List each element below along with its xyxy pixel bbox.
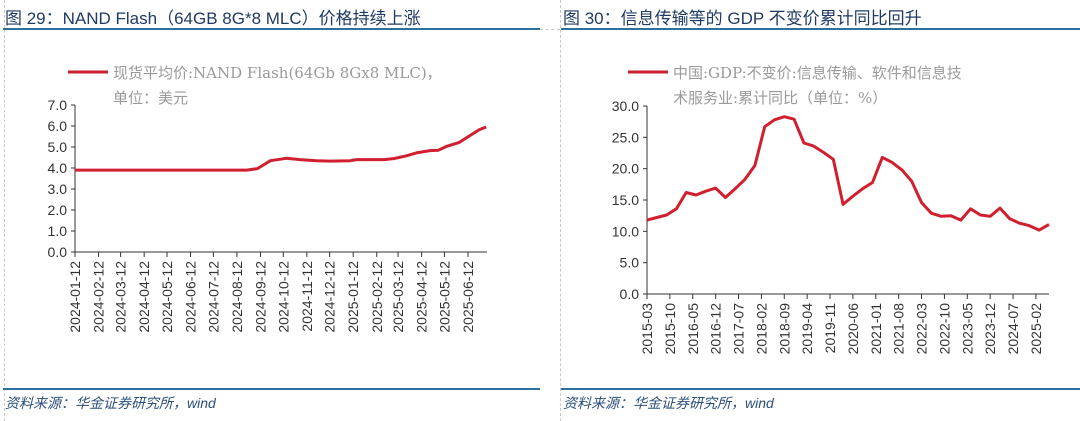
legend-label: 现货平均价:NAND Flash(64Gb 8Gx8 MLC)，	[113, 64, 442, 82]
x-tick-label: 2022-10	[936, 303, 952, 355]
x-tick-label: 2021-08	[891, 303, 907, 355]
x-tick-label: 2024-11-12	[299, 261, 315, 332]
x-tick-label: 2025-01-12	[345, 261, 361, 333]
x-tick-label: 2024-03-12	[113, 261, 129, 333]
x-tick-label: 2025-06-12	[460, 261, 476, 333]
right-title-rule	[561, 28, 1080, 30]
y-tick-label: 15.0	[612, 192, 639, 208]
series-line	[646, 115, 1050, 232]
legend-label: 中国:GDP:不变价:信息传输、软件和信息技	[673, 64, 962, 82]
right-source: 资料来源：华金证券研究所，wind	[563, 395, 774, 411]
y-tick-label: 5.0	[48, 139, 68, 155]
x-tick-label: 2025-05-12	[436, 261, 452, 333]
x-tick-label: 2018-09	[776, 303, 792, 355]
x-tick-label: 2018-02	[753, 303, 769, 355]
x-tick-label: 2021-01	[868, 303, 884, 355]
x-tick-label: 2024-05-12	[159, 261, 175, 333]
y-tick-label: 10.0	[612, 223, 639, 239]
x-tick-label: 2024-09-12	[252, 261, 268, 333]
left-footer-rule	[3, 388, 540, 390]
x-tick-label: 2024-07-12	[205, 261, 221, 333]
y-tick-label: 30.0	[612, 98, 639, 114]
panel-divider	[560, 0, 561, 421]
x-tick-label: 2016-05	[685, 303, 701, 355]
y-tick-label: 1.0	[48, 223, 68, 239]
panel-divider	[4, 0, 5, 421]
left-title-rule	[3, 28, 540, 30]
x-tick-label: 2023-05	[959, 303, 975, 355]
y-tick-label: 4.0	[48, 160, 68, 176]
left-chart-title: 图 29：NAND Flash（64GB 8G*8 MLC）价格持续上涨	[5, 9, 421, 28]
y-tick-label: 0.0	[48, 244, 68, 260]
x-tick-label: 2016-12	[708, 303, 724, 355]
legend-label: 术服务业:累计同比（单位：%）	[673, 89, 887, 107]
x-tick-label: 2022-03	[914, 303, 930, 355]
x-tick-label: 2025-04-12	[414, 261, 430, 333]
x-tick-label: 2024-04-12	[136, 261, 152, 333]
x-tick-label: 2020-06	[845, 303, 861, 355]
panel-divider	[540, 29, 560, 30]
series-line	[75, 125, 487, 172]
x-tick-label: 2015-03	[639, 303, 655, 355]
y-tick-label: 2.0	[48, 202, 68, 218]
x-tick-label: 2025-03-12	[390, 261, 406, 333]
x-tick-label: 2024-01-12	[67, 261, 83, 333]
right-footer-rule	[561, 388, 1080, 390]
x-tick-label: 2019-11	[822, 303, 838, 354]
y-tick-label: 5.0	[620, 255, 640, 271]
y-tick-label: 25.0	[612, 129, 639, 145]
x-tick-label: 2024-08-12	[229, 261, 245, 333]
x-tick-label: 2024-02-12	[91, 261, 107, 333]
y-tick-label: 0.0	[620, 286, 640, 302]
x-tick-label: 2024-07	[1005, 303, 1021, 355]
x-tick-label: 2025-02-12	[369, 261, 385, 333]
y-tick-label: 7.0	[48, 97, 68, 113]
x-tick-label: 2024-06-12	[183, 261, 199, 333]
legend-label: 单位：美元	[113, 89, 188, 107]
y-tick-label: 20.0	[612, 161, 639, 177]
x-tick-label: 2024-10-12	[275, 261, 291, 333]
x-tick-label: 2017-07	[731, 303, 747, 355]
x-tick-label: 2023-12	[982, 303, 998, 355]
x-tick-label: 2025-02	[1028, 303, 1044, 355]
left-source: 资料来源：华金证券研究所，wind	[5, 395, 216, 411]
y-tick-label: 3.0	[48, 181, 68, 197]
right-chart-title: 图 30：信息传输等的 GDP 不变价累计同比回升	[563, 9, 922, 28]
x-tick-label: 2024-12-12	[322, 261, 338, 333]
y-tick-label: 6.0	[48, 118, 68, 134]
x-tick-label: 2019-04	[799, 303, 815, 355]
x-tick-label: 2015-10	[662, 303, 678, 355]
